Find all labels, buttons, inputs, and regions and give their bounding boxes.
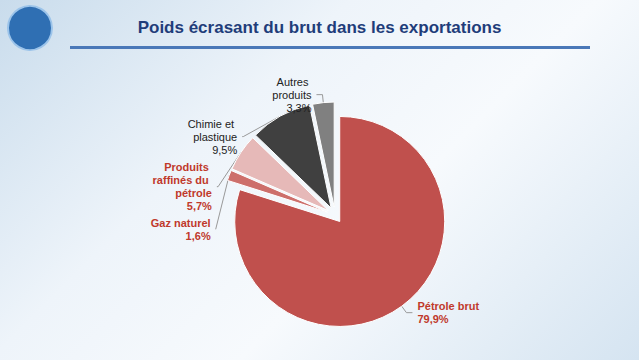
svg-text:Autres: Autres bbox=[277, 76, 312, 88]
svg-text:Produits: Produits bbox=[164, 161, 212, 173]
svg-text:Chimie et: Chimie et bbox=[188, 118, 238, 130]
svg-text:1,6%: 1,6% bbox=[186, 230, 211, 242]
svg-text:plastique: plastique bbox=[193, 131, 237, 143]
svg-text:5,7%: 5,7% bbox=[187, 200, 212, 212]
svg-text:pétrole: pétrole bbox=[175, 187, 212, 199]
svg-text:Poids écrasant du brut dans le: Poids écrasant du brut dans les exportat… bbox=[138, 18, 502, 37]
svg-text:9,5%: 9,5% bbox=[212, 144, 237, 156]
svg-text:Gaz naturel: Gaz naturel bbox=[151, 217, 211, 229]
svg-text:Pétrole brut: Pétrole brut bbox=[417, 300, 479, 312]
svg-text:produits: produits bbox=[272, 89, 312, 101]
svg-text:raffinés du: raffinés du bbox=[153, 174, 212, 186]
svg-text:3,3%: 3,3% bbox=[286, 102, 311, 114]
svg-text:79,9%: 79,9% bbox=[417, 313, 448, 325]
